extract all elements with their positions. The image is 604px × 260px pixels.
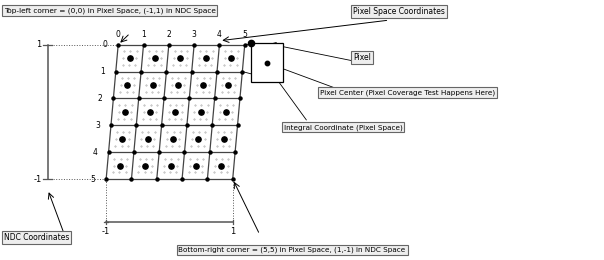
Text: -1: -1 bbox=[33, 175, 42, 184]
Text: Top-left corner = (0,0) in Pixel Space, (-1,1) in NDC Space: Top-left corner = (0,0) in Pixel Space, … bbox=[4, 7, 216, 14]
Text: 5: 5 bbox=[242, 30, 247, 40]
Text: 1: 1 bbox=[36, 40, 42, 49]
Text: 1: 1 bbox=[230, 228, 236, 237]
Text: 1: 1 bbox=[141, 30, 146, 40]
Text: 3: 3 bbox=[95, 121, 100, 130]
Text: 2: 2 bbox=[98, 94, 103, 103]
Text: Bottom-right corner = (5,5) in Pixel Space, (1,-1) in NDC Space: Bottom-right corner = (5,5) in Pixel Spa… bbox=[178, 246, 406, 253]
Text: 3: 3 bbox=[191, 30, 196, 40]
Text: NDC Coordinates: NDC Coordinates bbox=[4, 233, 69, 242]
Text: Pixel Space Coordinates: Pixel Space Coordinates bbox=[353, 7, 445, 16]
Text: 1: 1 bbox=[100, 67, 105, 76]
Bar bbox=[251, 43, 283, 82]
Text: 4: 4 bbox=[93, 148, 98, 157]
Text: 4: 4 bbox=[217, 30, 222, 40]
Text: Pixel: Pixel bbox=[353, 53, 371, 62]
Text: -1: -1 bbox=[102, 228, 111, 237]
Text: Integral Coordinate (Pixel Space): Integral Coordinate (Pixel Space) bbox=[284, 124, 403, 131]
Text: 0: 0 bbox=[103, 40, 108, 49]
Text: 0: 0 bbox=[116, 30, 121, 40]
Text: 2: 2 bbox=[167, 30, 171, 40]
Text: Pixel Center (Pixel Coverage Test Happens Here): Pixel Center (Pixel Coverage Test Happen… bbox=[320, 89, 495, 96]
Text: 5: 5 bbox=[91, 175, 95, 184]
